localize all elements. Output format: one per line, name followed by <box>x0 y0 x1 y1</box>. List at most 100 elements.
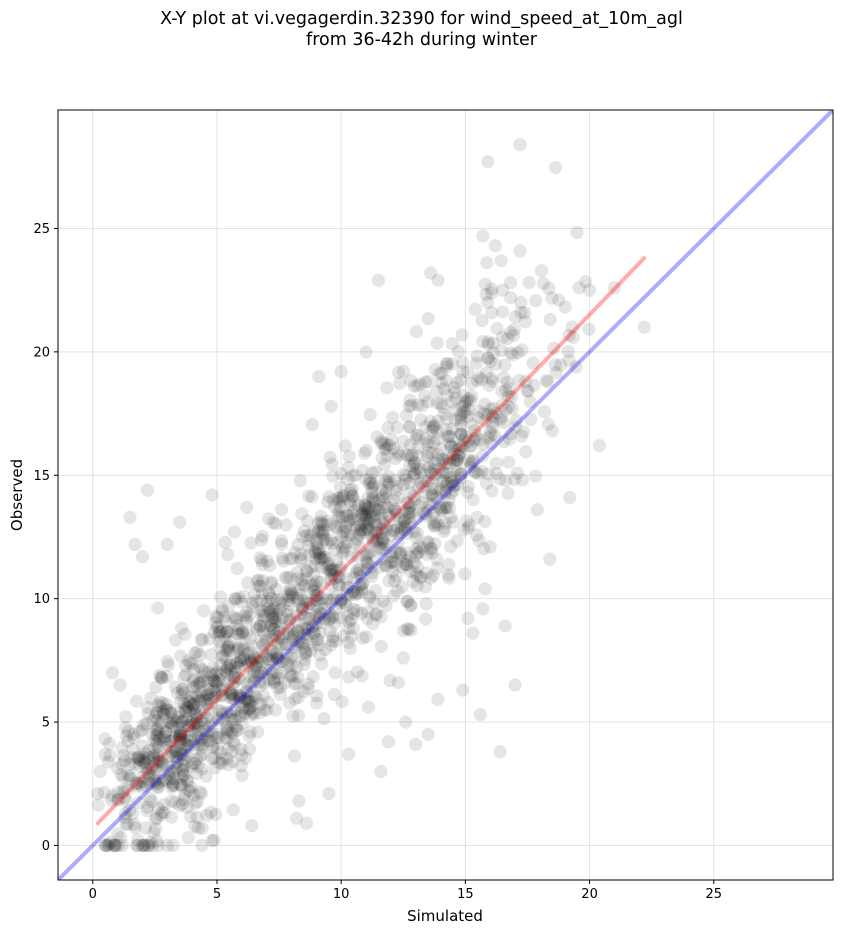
data-point <box>456 356 470 370</box>
y-tick-label: 10 <box>33 592 50 607</box>
data-point <box>183 695 197 709</box>
data-point <box>443 437 457 451</box>
data-point <box>218 535 232 550</box>
data-point <box>163 764 177 778</box>
data-point <box>250 574 264 588</box>
data-point <box>520 384 534 398</box>
data-point <box>182 704 197 718</box>
data-point <box>306 670 320 684</box>
data-point <box>488 239 502 253</box>
data-point <box>161 740 175 754</box>
data-point <box>221 661 235 675</box>
data-point <box>210 675 224 689</box>
data-point <box>225 688 239 702</box>
data-point <box>301 539 315 554</box>
data-point <box>164 719 178 733</box>
data-point <box>403 564 417 578</box>
data-point <box>132 725 147 739</box>
data-point <box>187 697 201 711</box>
data-point <box>444 486 458 500</box>
data-point <box>308 608 322 622</box>
data-point <box>288 677 302 691</box>
data-point <box>189 679 203 693</box>
data-point <box>427 519 441 533</box>
data-point <box>153 699 168 714</box>
data-point <box>290 625 304 639</box>
data-point <box>365 481 379 495</box>
data-point <box>126 806 140 821</box>
data-point <box>410 568 424 582</box>
data-point <box>210 728 224 742</box>
data-point <box>197 674 211 688</box>
data-point <box>326 592 340 606</box>
data-point <box>291 538 305 552</box>
data-point <box>345 469 359 483</box>
data-point <box>227 738 242 752</box>
data-point <box>375 525 389 539</box>
data-point <box>455 328 469 342</box>
data-point <box>403 501 417 515</box>
data-point <box>323 563 338 577</box>
data-point <box>363 512 377 527</box>
data-point <box>425 487 439 501</box>
data-point <box>212 704 226 718</box>
data-point <box>299 648 313 662</box>
data-point <box>194 714 208 728</box>
data-point <box>374 522 388 536</box>
data-point <box>447 483 461 497</box>
data-point <box>400 622 414 636</box>
data-point <box>265 575 279 589</box>
data-point <box>445 475 459 489</box>
data-point <box>139 779 153 793</box>
data-point <box>413 570 427 584</box>
data-point <box>457 399 472 413</box>
data-point <box>366 510 380 524</box>
data-point <box>293 474 307 488</box>
data-point <box>447 470 461 484</box>
data-point <box>183 733 197 747</box>
data-point <box>521 384 535 398</box>
data-point <box>211 619 225 634</box>
data-point <box>483 354 498 369</box>
data-point <box>294 551 308 566</box>
data-point <box>284 583 298 597</box>
x-tick-label: 20 <box>581 887 598 902</box>
data-point <box>288 692 302 706</box>
data-point <box>325 563 339 577</box>
data-point <box>173 515 187 529</box>
data-point <box>410 511 424 526</box>
data-point <box>173 728 187 743</box>
data-point <box>290 608 304 622</box>
data-point <box>224 712 238 726</box>
data-point <box>338 544 352 558</box>
data-point <box>274 665 288 680</box>
data-point <box>349 468 363 482</box>
data-point <box>326 634 340 648</box>
data-point <box>469 428 483 442</box>
data-point <box>345 482 359 496</box>
data-point <box>300 565 314 579</box>
data-point <box>592 439 607 453</box>
data-point <box>184 809 198 824</box>
data-point <box>174 715 188 729</box>
data-point <box>371 273 385 287</box>
data-point <box>450 465 464 479</box>
data-point <box>504 346 518 360</box>
data-point <box>288 640 302 654</box>
data-point <box>237 652 252 666</box>
data-point <box>256 605 270 619</box>
data-point <box>320 536 334 550</box>
data-point <box>207 625 221 640</box>
data-point <box>519 445 533 459</box>
data-point <box>122 804 137 818</box>
data-point <box>451 344 465 359</box>
data-point <box>392 527 406 541</box>
data-point <box>318 532 333 546</box>
data-point <box>172 706 186 720</box>
data-point <box>322 787 336 801</box>
data-point <box>235 708 249 723</box>
data-point <box>400 558 414 572</box>
data-point <box>449 458 463 472</box>
data-point <box>269 615 283 629</box>
